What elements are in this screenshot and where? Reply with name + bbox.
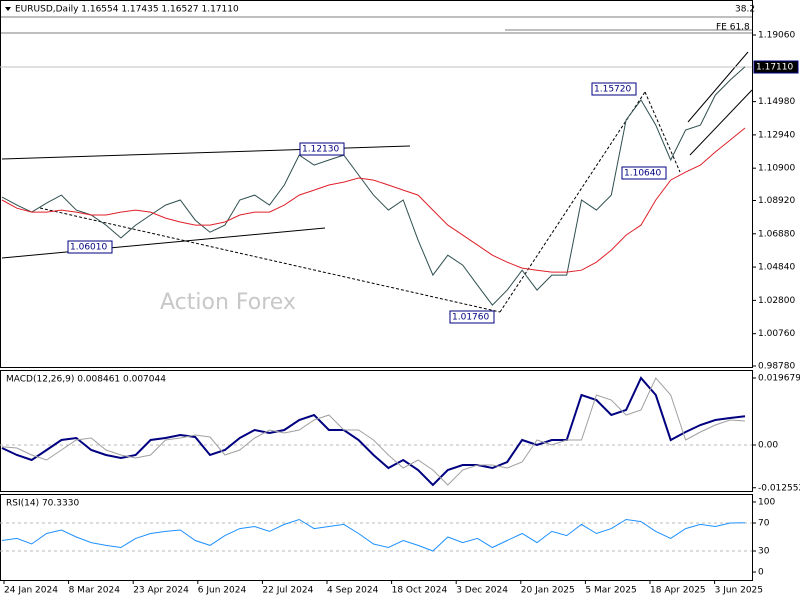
x-tick-label: 20 Jan 2025 <box>521 586 575 596</box>
price-tag: 1.17110 <box>756 63 793 73</box>
price-tag-box <box>449 310 495 324</box>
y-tick-label: 1.10900 <box>758 164 795 174</box>
price-tag-box <box>753 60 799 74</box>
price-tag: 38.2 <box>735 5 755 15</box>
dropdown-icon <box>5 7 11 11</box>
panel-title: MACD(12,26,9) 0.008461 0.007044 <box>6 375 166 385</box>
y-tick-label: 1.02800 <box>758 296 795 306</box>
y-tick-label: 1.08920 <box>758 196 795 206</box>
y-tick-label: 100 <box>758 497 775 507</box>
channel-line <box>689 89 753 156</box>
price-tag: 1.01760 <box>452 313 489 323</box>
x-tick-label: 18 Apr 2025 <box>650 586 706 596</box>
y-tick-label: 1.04840 <box>758 263 795 273</box>
channel-line <box>687 51 749 123</box>
price-tag: 1.15720 <box>594 85 631 95</box>
y-tick-label: 1.06880 <box>758 229 795 239</box>
price-tag-box <box>67 240 113 254</box>
y-tick-label: 1.00760 <box>758 329 795 339</box>
trend-line <box>1 227 326 259</box>
series-line <box>1 376 746 487</box>
y-tick-label: 0.00 <box>758 441 778 451</box>
series-line <box>1 66 746 306</box>
x-tick-label: 22 Jul 2024 <box>262 586 313 596</box>
series-line <box>1 127 746 273</box>
price-panel <box>0 0 753 368</box>
x-tick-label: 5 Mar 2025 <box>585 586 636 596</box>
x-tick-label: 18 Oct 2024 <box>392 586 448 596</box>
projection-line <box>499 91 646 313</box>
x-tick-label: 6 Jun 2024 <box>198 586 247 596</box>
x-tick-label: 3 Jun 2025 <box>715 586 763 596</box>
y-tick-label: 30 <box>758 547 770 557</box>
y-tick-label: 70 <box>758 518 770 528</box>
watermark: Action Forex <box>160 290 296 315</box>
y-tick-label: 0.019679 <box>758 374 800 384</box>
macd-panel <box>0 370 753 492</box>
projection-line <box>39 207 501 313</box>
price-tag-box <box>621 166 667 180</box>
rsi-panel <box>0 494 753 581</box>
y-tick-label: 1.19060 <box>758 31 795 41</box>
price-tag-box <box>591 82 637 96</box>
price-tag: FE 61.8 <box>716 23 750 33</box>
series-line <box>1 377 746 486</box>
panel-title: RSI(14) 70.3330 <box>6 499 79 509</box>
y-tick-label: 0 <box>758 568 764 578</box>
projection-line <box>644 91 681 173</box>
price-tag: 1.10640 <box>624 169 661 179</box>
x-tick-label: 4 Sep 2024 <box>327 586 379 596</box>
panel-title: EURUSD,Daily 1.16554 1.17435 1.16527 1.1… <box>15 5 239 15</box>
price-tag: 1.06010 <box>70 243 107 253</box>
x-tick-label: 24 Jan 2024 <box>4 586 58 596</box>
y-tick-label: -0.012552 <box>758 483 800 493</box>
y-tick-label: 1.14980 <box>758 97 795 107</box>
x-tick-label: 3 Dec 2024 <box>456 586 508 596</box>
price-tag-box <box>299 142 345 156</box>
y-tick-label: 1.12940 <box>758 130 795 140</box>
x-tick-label: 23 Apr 2024 <box>133 586 189 596</box>
y-tick-label: 0.98780 <box>758 361 795 371</box>
x-tick-label: 8 Mar 2024 <box>69 586 121 596</box>
price-tag: 1.12130 <box>302 145 339 155</box>
series-line <box>1 518 746 552</box>
